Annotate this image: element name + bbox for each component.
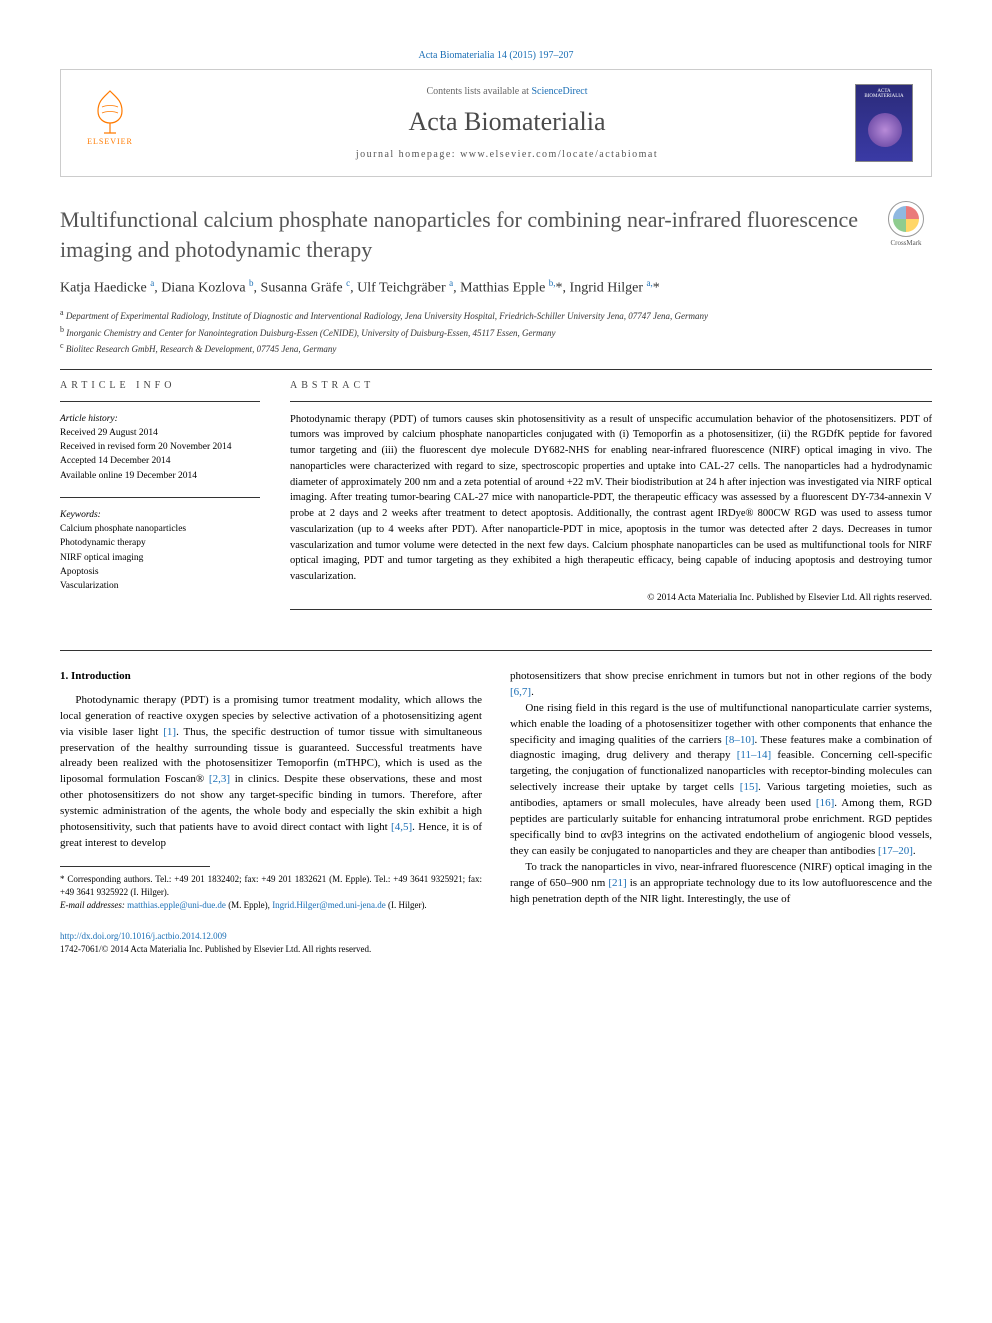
corresponding-footnote: * Corresponding authors. Tel.: +49 201 1… xyxy=(60,873,482,912)
body-paragraph: To track the nanoparticles in vivo, near… xyxy=(510,860,932,908)
journal-cover-thumbnail: ACTA BIOMATERIALIA xyxy=(855,84,913,162)
affiliation-line: c Biolitec Research GmbH, Research & Dev… xyxy=(60,340,932,357)
ref-link[interactable]: [4,5] xyxy=(391,821,412,833)
issn-copyright: 1742-7061/© 2014 Acta Materialia Inc. Pu… xyxy=(60,944,371,954)
keyword: Photodynamic therapy xyxy=(60,536,260,550)
ref-link[interactable]: [2,3] xyxy=(209,773,230,785)
history-line: Received 29 August 2014 xyxy=(60,426,260,440)
crossmark-label: CrossMark xyxy=(890,239,921,247)
crossmark-badge[interactable]: CrossMark xyxy=(880,201,932,247)
email-link[interactable]: Ingrid.Hilger@med.uni-jena.de xyxy=(272,900,386,910)
body-paragraph: photosensitizers that show precise enric… xyxy=(510,669,932,701)
journal-header: ELSEVIER Contents lists available at Sci… xyxy=(60,69,932,177)
ref-link[interactable]: [6,7] xyxy=(510,686,531,698)
article-history: Article history: Received 29 August 2014… xyxy=(60,412,260,483)
history-line: Received in revised form 20 November 201… xyxy=(60,440,260,454)
journal-homepage: journal homepage: www.elsevier.com/locat… xyxy=(159,149,855,160)
ref-link[interactable]: [11–14] xyxy=(737,749,771,761)
elsevier-tree-icon xyxy=(86,87,134,135)
body-paragraph: One rising field in this regard is the u… xyxy=(510,701,932,860)
doi-link[interactable]: http://dx.doi.org/10.1016/j.actbio.2014.… xyxy=(60,931,227,941)
ref-link[interactable]: [17–20] xyxy=(878,845,913,857)
affiliation-line: a Department of Experimental Radiology, … xyxy=(60,307,932,324)
history-line: Accepted 14 December 2014 xyxy=(60,454,260,468)
history-line: Available online 19 December 2014 xyxy=(60,469,260,483)
homepage-url[interactable]: www.elsevier.com/locate/actabiomat xyxy=(460,149,658,160)
ref-link[interactable]: [16] xyxy=(816,797,834,809)
crossmark-icon xyxy=(888,201,924,237)
contents-prefix: Contents lists available at xyxy=(426,86,531,97)
page-footer: http://dx.doi.org/10.1016/j.actbio.2014.… xyxy=(60,930,932,955)
ref-link[interactable]: [15] xyxy=(740,781,758,793)
abstract-label: ABSTRACT xyxy=(290,380,932,391)
journal-name: Acta Biomaterialia xyxy=(159,107,855,137)
contents-available: Contents lists available at ScienceDirec… xyxy=(159,86,855,97)
abstract-text: Photodynamic therapy (PDT) of tumors cau… xyxy=(290,412,932,585)
body-text: 1. Introduction Photodynamic therapy (PD… xyxy=(60,669,932,912)
keyword: NIRF optical imaging xyxy=(60,551,260,565)
divider xyxy=(290,401,932,402)
intro-heading: 1. Introduction xyxy=(60,669,482,685)
footnote-separator xyxy=(60,866,210,867)
divider xyxy=(60,401,260,402)
keyword: Calcium phosphate nanoparticles xyxy=(60,522,260,536)
body-paragraph: Photodynamic therapy (PDT) is a promisin… xyxy=(60,693,482,852)
keywords-label: Keywords: xyxy=(60,508,260,522)
cover-title: ACTA BIOMATERIALIA xyxy=(860,89,908,99)
affiliations: a Department of Experimental Radiology, … xyxy=(60,307,932,357)
divider xyxy=(290,609,932,610)
homepage-label: journal homepage: xyxy=(356,149,460,160)
abstract-copyright: © 2014 Acta Materialia Inc. Published by… xyxy=(290,593,932,603)
top-citation: Acta Biomaterialia 14 (2015) 197–207 xyxy=(60,50,932,61)
email-link[interactable]: matthias.epple@uni-due.de xyxy=(127,900,226,910)
publisher-name: ELSEVIER xyxy=(87,137,133,146)
divider xyxy=(60,650,932,651)
keyword: Apoptosis xyxy=(60,565,260,579)
ref-link[interactable]: [21] xyxy=(608,877,626,889)
article-info-label: ARTICLE INFO xyxy=(60,380,260,391)
abstract-column: ABSTRACT Photodynamic therapy (PDT) of t… xyxy=(290,380,932,620)
ref-link[interactable]: [1] xyxy=(163,726,176,738)
divider xyxy=(60,497,260,498)
article-info-column: ARTICLE INFO Article history: Received 2… xyxy=(60,380,260,620)
affiliation-line: b Inorganic Chemistry and Center for Nan… xyxy=(60,324,932,341)
elsevier-logo: ELSEVIER xyxy=(79,87,141,159)
article-title: Multifunctional calcium phosphate nanopa… xyxy=(60,205,932,264)
sciencedirect-link[interactable]: ScienceDirect xyxy=(531,86,587,97)
history-label: Article history: xyxy=(60,412,260,426)
divider xyxy=(60,369,932,370)
ref-link[interactable]: [8–10] xyxy=(725,734,754,746)
author-list: Katja Haedicke a, Diana Kozlova b, Susan… xyxy=(60,278,932,297)
keywords-block: Keywords: Calcium phosphate nanoparticle… xyxy=(60,508,260,594)
keyword: Vascularization xyxy=(60,579,260,593)
